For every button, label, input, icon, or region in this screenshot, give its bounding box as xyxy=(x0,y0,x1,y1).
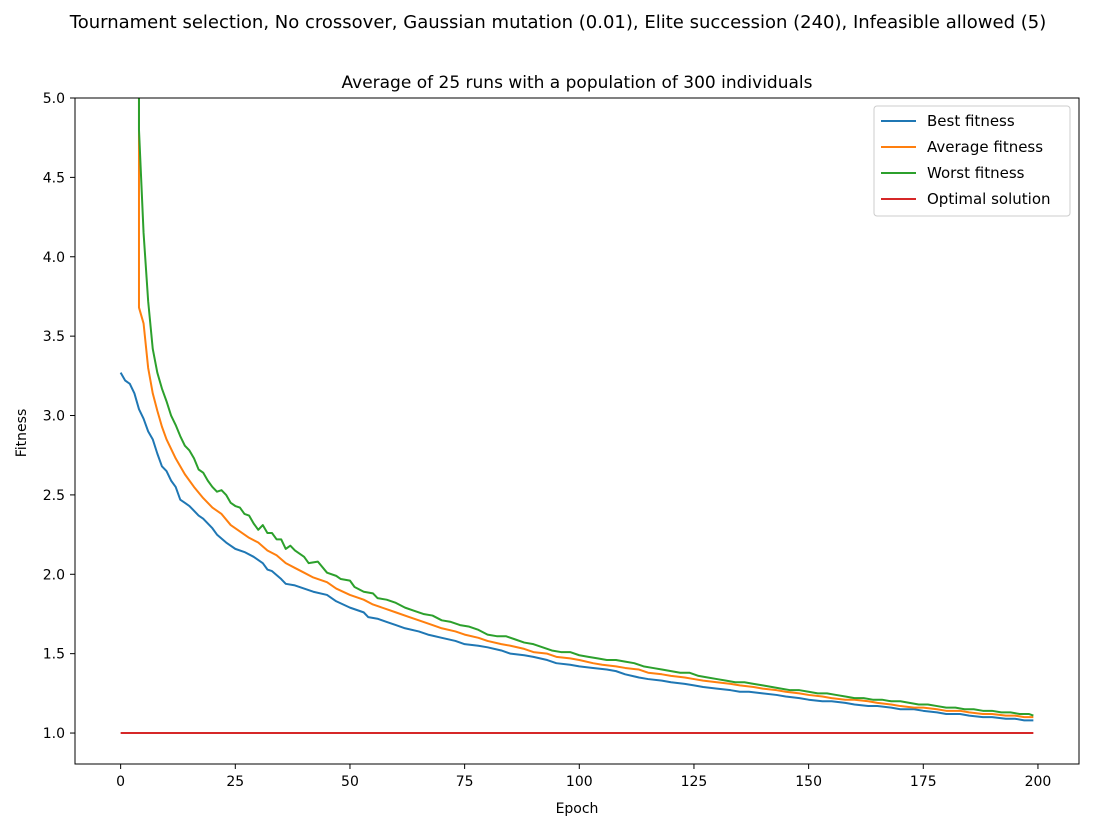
figure-suptitle: Tournament selection, No crossover, Gaus… xyxy=(69,12,1046,33)
x-tick-label: 75 xyxy=(456,774,474,790)
legend-entry: Optimal solution xyxy=(927,190,1051,208)
y-tick-label: 5.0 xyxy=(43,91,65,107)
y-tick-label: 4.0 xyxy=(43,250,65,266)
y-tick-label: 2.5 xyxy=(43,488,65,504)
x-tick-label: 50 xyxy=(341,774,359,790)
y-tick-label: 3.0 xyxy=(43,409,65,425)
legend-entry: Best fitness xyxy=(927,112,1015,130)
x-tick-label: 125 xyxy=(681,774,708,790)
x-tick-label: 0 xyxy=(116,774,125,790)
x-tick-label: 150 xyxy=(795,774,822,790)
chart-title: Average of 25 runs with a population of … xyxy=(342,73,813,93)
y-tick-label: 4.5 xyxy=(43,170,65,186)
y-tick-label: 1.0 xyxy=(43,726,65,742)
legend-box xyxy=(873,105,1071,217)
y-tick-label: 2.0 xyxy=(43,567,65,583)
axes-frame xyxy=(74,97,1080,765)
series-line-best-fitness xyxy=(119,372,1034,722)
plot-area xyxy=(119,98,1034,735)
x-tick-label: 25 xyxy=(226,774,244,790)
legend-entry: Average fitness xyxy=(927,138,1043,156)
series-line-worst-fitness xyxy=(137,98,1034,717)
series-line-average-fitness xyxy=(137,98,1034,719)
x-tick-label: 175 xyxy=(910,774,937,790)
x-axis-label: Epoch xyxy=(556,801,599,817)
y-axis-label: Fitness xyxy=(14,409,30,458)
y-tick-label: 1.5 xyxy=(43,647,65,663)
x-axis: 0 25 50 75 100 125 150 175 200 xyxy=(116,764,1051,790)
legend-entry: Worst fitness xyxy=(927,164,1025,182)
y-axis: 1.0 1.5 2.0 2.5 3.0 3.5 4.0 4.5 5.0 xyxy=(43,91,75,742)
x-tick-label: 100 xyxy=(566,774,593,790)
x-tick-label: 200 xyxy=(1025,774,1052,790)
y-tick-label: 3.5 xyxy=(43,329,65,345)
legend: Best fitness Average fitness Worst fitness… xyxy=(873,105,1071,217)
